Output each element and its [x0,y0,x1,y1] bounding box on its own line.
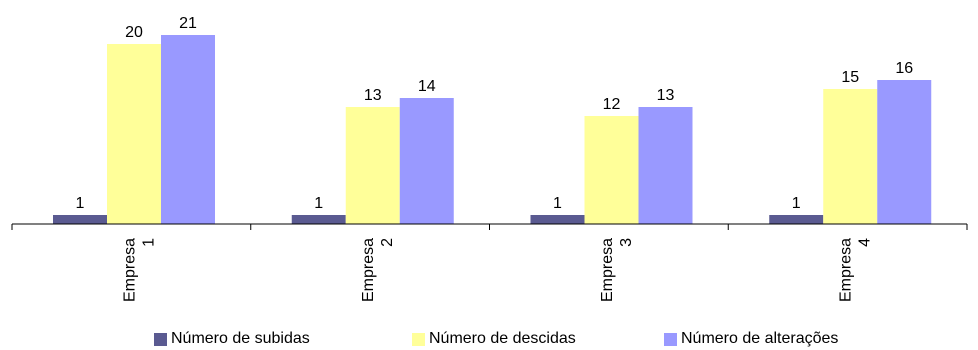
legend-label-alteracoes: Número de alterações [681,330,839,347]
data-label-subidas-3: 1 [553,195,562,212]
data-label-alteracoes-3: 13 [657,87,675,104]
data-label-subidas-1: 1 [76,195,85,212]
bars-layer [53,35,932,224]
x-tick-label-line: Empresa [599,238,616,302]
data-label-descidas-3: 12 [603,96,621,113]
x-tick-label-line: 2 [379,238,396,247]
data-label-subidas-4: 1 [792,195,801,212]
legend-item-alteracoes: Número de alterações [664,330,838,348]
x-tick-label-line: Empresa [360,238,377,302]
legend-swatch-subidas [154,332,167,346]
bar-descidas-2 [345,107,400,224]
bar-alteracoes-1 [161,35,215,224]
x-tick-label-1: Empresa 1 [121,238,157,302]
data-label-alteracoes-4: 16 [895,60,913,77]
data-labels-layer: 1 20 21 1 13 14 1 12 13 1 15 16 [76,15,914,212]
x-tick-label-2: Empresa 2 [360,238,396,302]
data-label-alteracoes-2: 14 [418,78,436,95]
bar-subidas-2 [291,215,346,224]
legend-swatch-descidas [412,332,425,346]
x-tick-label-3: Empresa 3 [599,238,635,302]
bar-subidas-3 [530,215,585,224]
legend-item-descidas: Número de descidas [412,330,576,348]
bar-alteracoes-3 [638,107,693,224]
legend-item-subidas: Número de subidas [154,330,310,348]
data-label-subidas-2: 1 [314,195,323,212]
bar-alteracoes-4 [877,80,932,224]
x-tick-label-line: 4 [857,238,874,247]
x-tick-label-line: Empresa [121,238,138,302]
x-tick-label-line: Empresa [838,238,855,302]
data-label-descidas-2: 13 [364,87,382,104]
legend: Número de subidas Número de descidas Núm… [0,330,978,350]
bar-descidas-1 [107,44,161,224]
bar-subidas-4 [769,215,824,224]
bar-subidas-1 [53,215,107,224]
legend-label-descidas: Número de descidas [429,330,576,347]
data-label-descidas-1: 20 [125,24,143,41]
data-label-alteracoes-1: 21 [179,15,197,32]
x-tick-label-line: 3 [618,238,635,247]
legend-label-subidas: Número de subidas [171,330,310,347]
bar-descidas-3 [584,116,639,224]
x-tick-label-4: Empresa 4 [838,238,874,302]
legend-swatch-alteracoes [664,332,677,346]
bar-descidas-4 [823,89,878,224]
x-tick-label-line: 1 [140,238,157,247]
x-axis: Empresa 1 Empresa 2 Empresa 3 Empresa 4 [11,223,968,302]
data-label-descidas-4: 15 [841,69,859,86]
bar-alteracoes-2 [399,98,454,224]
